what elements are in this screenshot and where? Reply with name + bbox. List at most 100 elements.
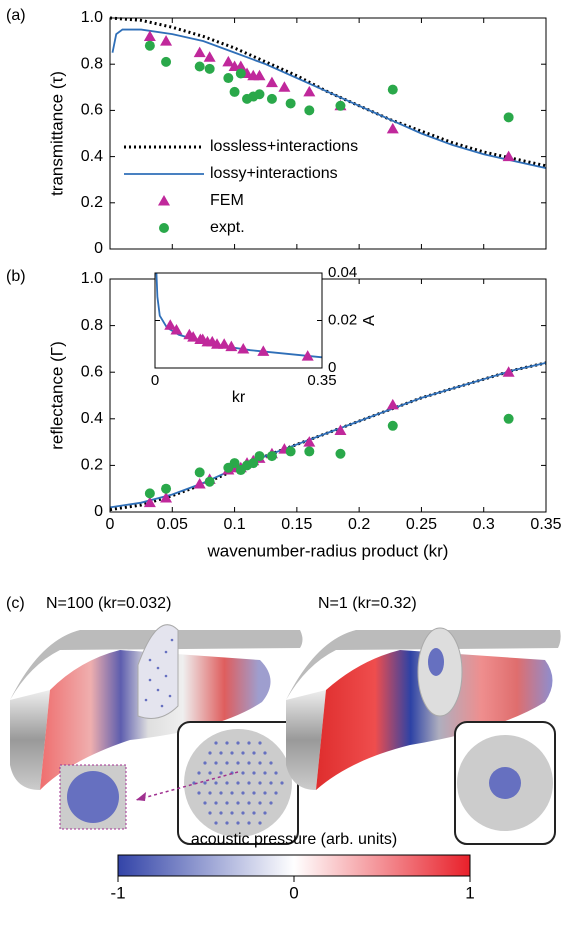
hole	[214, 801, 218, 805]
hole	[214, 761, 218, 765]
y-tick-label: 0.8	[81, 317, 103, 334]
expt-marker	[335, 100, 346, 111]
panel-title: N=1 (kr=0.32)	[318, 595, 417, 612]
axes: 0 0.2 0.4 0.6 0.8 1.0 transmittance (τ) lossles…	[47, 9, 547, 257]
hole	[219, 791, 223, 795]
hole	[225, 761, 229, 765]
hole	[214, 741, 218, 745]
axes-box	[154, 272, 323, 369]
fem-marker	[160, 492, 173, 503]
expt-marker	[304, 446, 315, 457]
y-tick-label: 0.02	[328, 311, 357, 328]
x-axis-label: wavenumber-radius product (kr)	[207, 541, 449, 560]
hole	[241, 791, 245, 795]
hole	[225, 801, 229, 805]
fem-marker	[278, 81, 291, 92]
x-tick-label: 0.35	[530, 516, 561, 533]
hole	[258, 821, 262, 825]
hole	[208, 811, 212, 815]
fem-marker	[170, 324, 183, 335]
y-axis-label: transmittance (τ)	[47, 71, 66, 196]
x-tick-label: 0.15	[281, 516, 312, 533]
hole	[269, 781, 273, 785]
hole	[258, 801, 262, 805]
legend: lossless+interactions lossy+interactions F…	[124, 138, 358, 236]
panel-label: (b)	[6, 268, 26, 285]
expt-marker	[161, 483, 172, 494]
hole	[203, 781, 207, 785]
tube-illustration	[10, 624, 303, 845]
x-tick-label: 0.25	[406, 516, 437, 533]
axes-box	[109, 17, 547, 250]
curve	[111, 28, 547, 170]
expt-marker	[266, 451, 277, 462]
expt-marker	[304, 105, 315, 116]
fem-marker	[502, 150, 515, 162]
fem-marker	[386, 398, 399, 410]
y-tick-label: 0	[94, 503, 103, 520]
colorbar-tick-label: -1	[110, 883, 125, 902]
legend-label: lossy+interactions	[210, 165, 338, 182]
expt-marker	[335, 448, 346, 459]
hole	[252, 771, 256, 775]
legend-swatch	[159, 223, 169, 233]
y-tick-label: 0.2	[81, 194, 103, 211]
x-axis-label: kr	[232, 389, 246, 406]
hole	[225, 741, 229, 745]
fem-marker	[253, 69, 266, 81]
expt-marker	[285, 98, 296, 109]
expt-marker	[387, 420, 398, 431]
y-axis-label: A	[361, 315, 378, 326]
hole	[219, 751, 223, 755]
expt-marker	[387, 84, 398, 95]
expt-marker	[194, 467, 205, 478]
y-tick-label: 1.0	[81, 9, 103, 26]
hole	[225, 781, 229, 785]
fem-marker	[187, 331, 200, 342]
hole	[269, 761, 273, 765]
fem-marker	[225, 340, 238, 352]
expt-marker	[194, 61, 205, 72]
expt-marker	[248, 458, 259, 469]
hole	[219, 771, 223, 775]
fem-marker	[218, 338, 231, 349]
hole	[252, 791, 256, 795]
expt-marker	[204, 476, 215, 487]
hole	[241, 771, 245, 775]
y-tick-label: 0.6	[81, 363, 103, 380]
hole	[269, 801, 273, 805]
expt-marker	[144, 488, 155, 499]
y-tick-label: 0	[328, 359, 336, 376]
colorbar-tick-label: 0	[289, 883, 298, 902]
expt-marker	[254, 89, 265, 100]
legend-label: lossless+interactions	[210, 138, 358, 155]
hole	[197, 791, 201, 795]
colorbar-tick-label: 1	[465, 883, 474, 902]
y-tick-label: 0.6	[81, 102, 103, 119]
fem-marker	[143, 30, 156, 41]
hole	[236, 821, 240, 825]
fem-marker	[160, 35, 173, 46]
expt-marker	[204, 63, 215, 74]
fem-marker	[303, 436, 316, 447]
hole	[208, 791, 212, 795]
plot-area	[155, 273, 322, 368]
hole	[263, 771, 267, 775]
curve	[109, 362, 547, 509]
hole	[225, 821, 229, 825]
hole	[263, 751, 267, 755]
expt-marker	[235, 68, 246, 79]
hole	[236, 761, 240, 765]
hole	[241, 751, 245, 755]
expt-marker	[161, 56, 172, 67]
y-axis-label: reflectance (Γ)	[47, 341, 66, 450]
expt-marker	[503, 112, 514, 123]
fem-marker	[301, 350, 314, 361]
hole	[247, 761, 251, 765]
hole	[230, 751, 234, 755]
hole	[247, 781, 251, 785]
fem-marker	[164, 319, 177, 330]
x-tick-label: 0.3	[473, 516, 495, 533]
